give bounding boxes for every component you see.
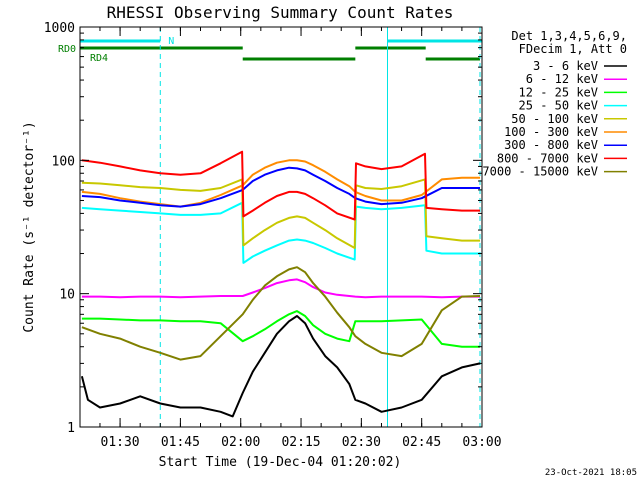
flag-label-n: N	[168, 36, 174, 47]
legend-entry-label: 6 - 12 keV	[526, 72, 598, 86]
series-line-3	[81, 201, 480, 264]
series-line-6	[81, 166, 480, 208]
x-tick-label: 02:30	[342, 435, 381, 450]
x-tick-label: 02:15	[281, 435, 320, 450]
series-line-7	[81, 150, 480, 221]
legend-entry-label: 800 - 7000 keV	[497, 151, 598, 165]
legend-entry-label: 300 - 800 keV	[504, 138, 598, 152]
series-line-4	[81, 178, 480, 249]
y-tick-label: 1	[67, 421, 75, 436]
observing-flags: N RD0 RD4	[58, 36, 482, 64]
flag-label-rd4: RD4	[90, 53, 108, 64]
time-markers	[159, 27, 481, 427]
series-line-8	[81, 266, 481, 361]
legend-entry-label: 3 - 6 keV	[533, 59, 598, 73]
x-tick-label: 01:45	[161, 435, 200, 450]
y-tick-label: 100	[52, 154, 75, 169]
y-tick-label: 10	[59, 288, 75, 303]
legend-entry-label: 50 - 100 keV	[511, 112, 598, 126]
legend-header-line-1: Det 1,3,4,5,6,9,	[511, 29, 627, 43]
series-line-1	[81, 278, 480, 299]
x-axis-label: Start Time (19-Dec-04 01:20:02)	[159, 455, 402, 470]
x-tick-label: 03:00	[462, 435, 501, 450]
legend: Det 1,3,4,5,6,9, FDecim 1, Att 0 3 - 6 k…	[482, 29, 627, 179]
legend-entry-label: 25 - 50 keV	[519, 99, 598, 113]
x-axis: 01:30 01:45 02:00 02:15 02:30 02:45 03:00	[99, 27, 502, 450]
legend-header-line-2: FDecim 1, Att 0	[519, 42, 627, 56]
legend-entry-label: 7000 - 15000 keV	[482, 165, 598, 179]
timestamp: 23-Oct-2021 18:05	[545, 468, 637, 478]
legend-entry-label: 12 - 25 keV	[519, 85, 598, 99]
x-tick-label: 02:45	[402, 435, 441, 450]
series-line-0	[80, 315, 481, 418]
series-lines	[80, 150, 481, 418]
y-axis: 1 10 100 1000	[44, 21, 482, 436]
series-line-2	[81, 310, 480, 348]
y-tick-label: 1000	[44, 21, 75, 36]
x-tick-label: 01:30	[101, 435, 140, 450]
chart-title: RHESSI Observing Summary Count Rates	[107, 3, 454, 22]
flag-label-rd0: RD0	[58, 44, 76, 55]
x-tick-label: 02:00	[221, 435, 260, 450]
y-axis-label: Count Rate (s⁻¹ detector⁻¹)	[22, 121, 37, 332]
legend-entry-label: 100 - 300 keV	[504, 125, 598, 139]
